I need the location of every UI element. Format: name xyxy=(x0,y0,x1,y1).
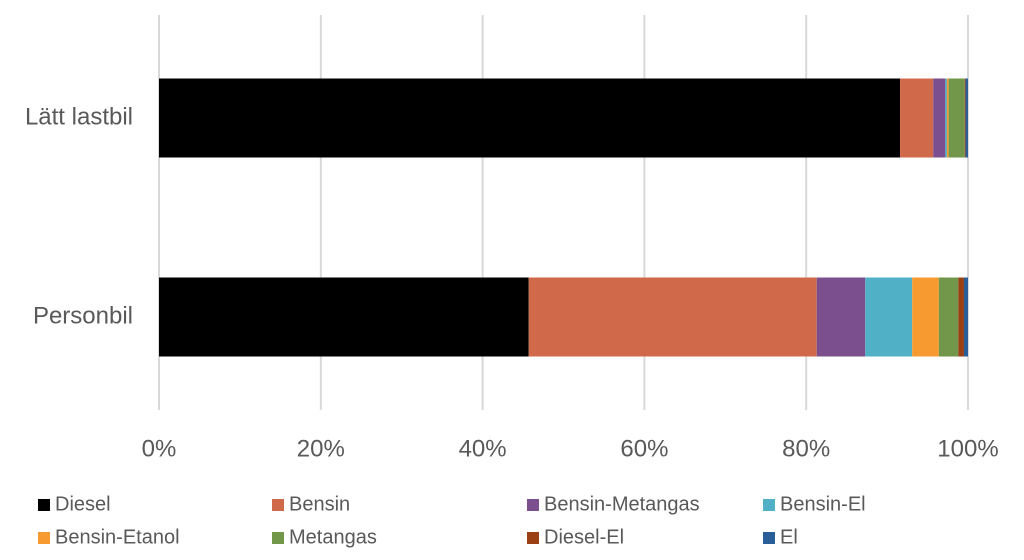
bar-segment xyxy=(958,277,964,357)
bar-segment xyxy=(900,78,934,158)
x-tick-label: 80% xyxy=(782,435,830,462)
bar-segment xyxy=(964,78,966,158)
legend-swatch xyxy=(272,532,284,544)
y-tick-label: Lätt lastbil xyxy=(25,103,133,130)
x-tick-label: 60% xyxy=(620,435,668,462)
bar-segment xyxy=(933,78,946,158)
x-tick-label: 0% xyxy=(142,435,177,462)
bar-segment xyxy=(159,277,529,357)
x-tick-label: 100% xyxy=(937,435,998,462)
legend-label: Bensin-Etanol xyxy=(55,526,180,548)
legend-label: El xyxy=(780,526,798,548)
legend-swatch xyxy=(763,499,775,511)
legend-label: Metangas xyxy=(289,526,377,548)
legend-swatch xyxy=(527,532,539,544)
bar-segment xyxy=(865,277,913,357)
legend-label: Bensin xyxy=(289,493,350,515)
bar-segment xyxy=(963,277,968,357)
bar-segment xyxy=(965,78,968,158)
legend-swatch xyxy=(38,499,50,511)
x-tick-label: 20% xyxy=(297,435,345,462)
bar-segment xyxy=(948,78,965,158)
bar-segment xyxy=(912,277,939,357)
legend-label: Diesel-El xyxy=(544,526,624,548)
bar-segment xyxy=(945,78,947,158)
legend-label: Bensin-Metangas xyxy=(544,493,700,515)
legend-label: Bensin-El xyxy=(780,493,866,515)
legend-swatch xyxy=(272,499,284,511)
y-tick-label: Personbil xyxy=(33,302,133,329)
bar-segment xyxy=(938,277,959,357)
legend-label: Diesel xyxy=(55,493,111,515)
legend-swatch xyxy=(763,532,775,544)
bar-segment xyxy=(528,277,817,357)
legend-swatch xyxy=(38,532,50,544)
bar-segment xyxy=(816,277,866,357)
x-tick-label: 40% xyxy=(459,435,507,462)
bar-segment xyxy=(946,78,949,158)
legend-swatch xyxy=(527,499,539,511)
bar-segment xyxy=(159,78,901,158)
